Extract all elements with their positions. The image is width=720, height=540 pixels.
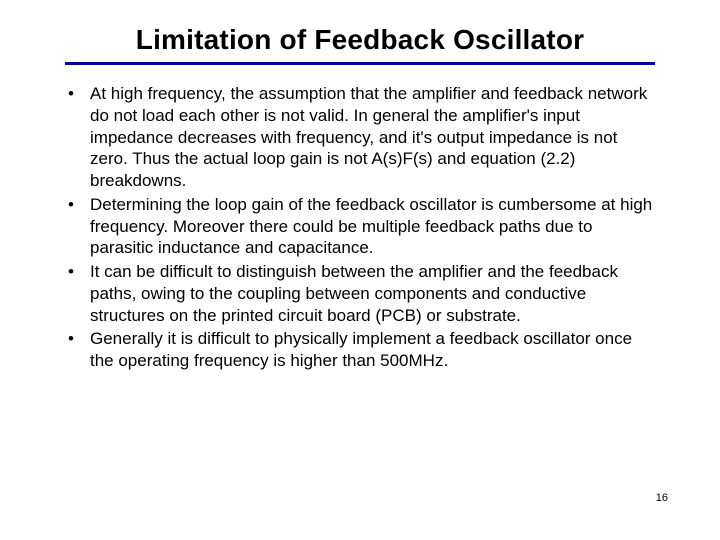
bullet-item: Generally it is difficult to physically … xyxy=(62,328,658,372)
title-underline xyxy=(65,62,655,65)
bullet-item: At high frequency, the assumption that t… xyxy=(62,83,658,192)
bullet-item: It can be difficult to distinguish betwe… xyxy=(62,261,658,326)
slide: Limitation of Feedback Oscillator At hig… xyxy=(0,0,720,540)
bullet-item: Determining the loop gain of the feedbac… xyxy=(62,194,658,259)
page-number: 16 xyxy=(656,492,668,504)
slide-title: Limitation of Feedback Oscillator xyxy=(40,24,680,56)
slide-body: At high frequency, the assumption that t… xyxy=(40,83,680,372)
bullet-list: At high frequency, the assumption that t… xyxy=(62,83,658,372)
